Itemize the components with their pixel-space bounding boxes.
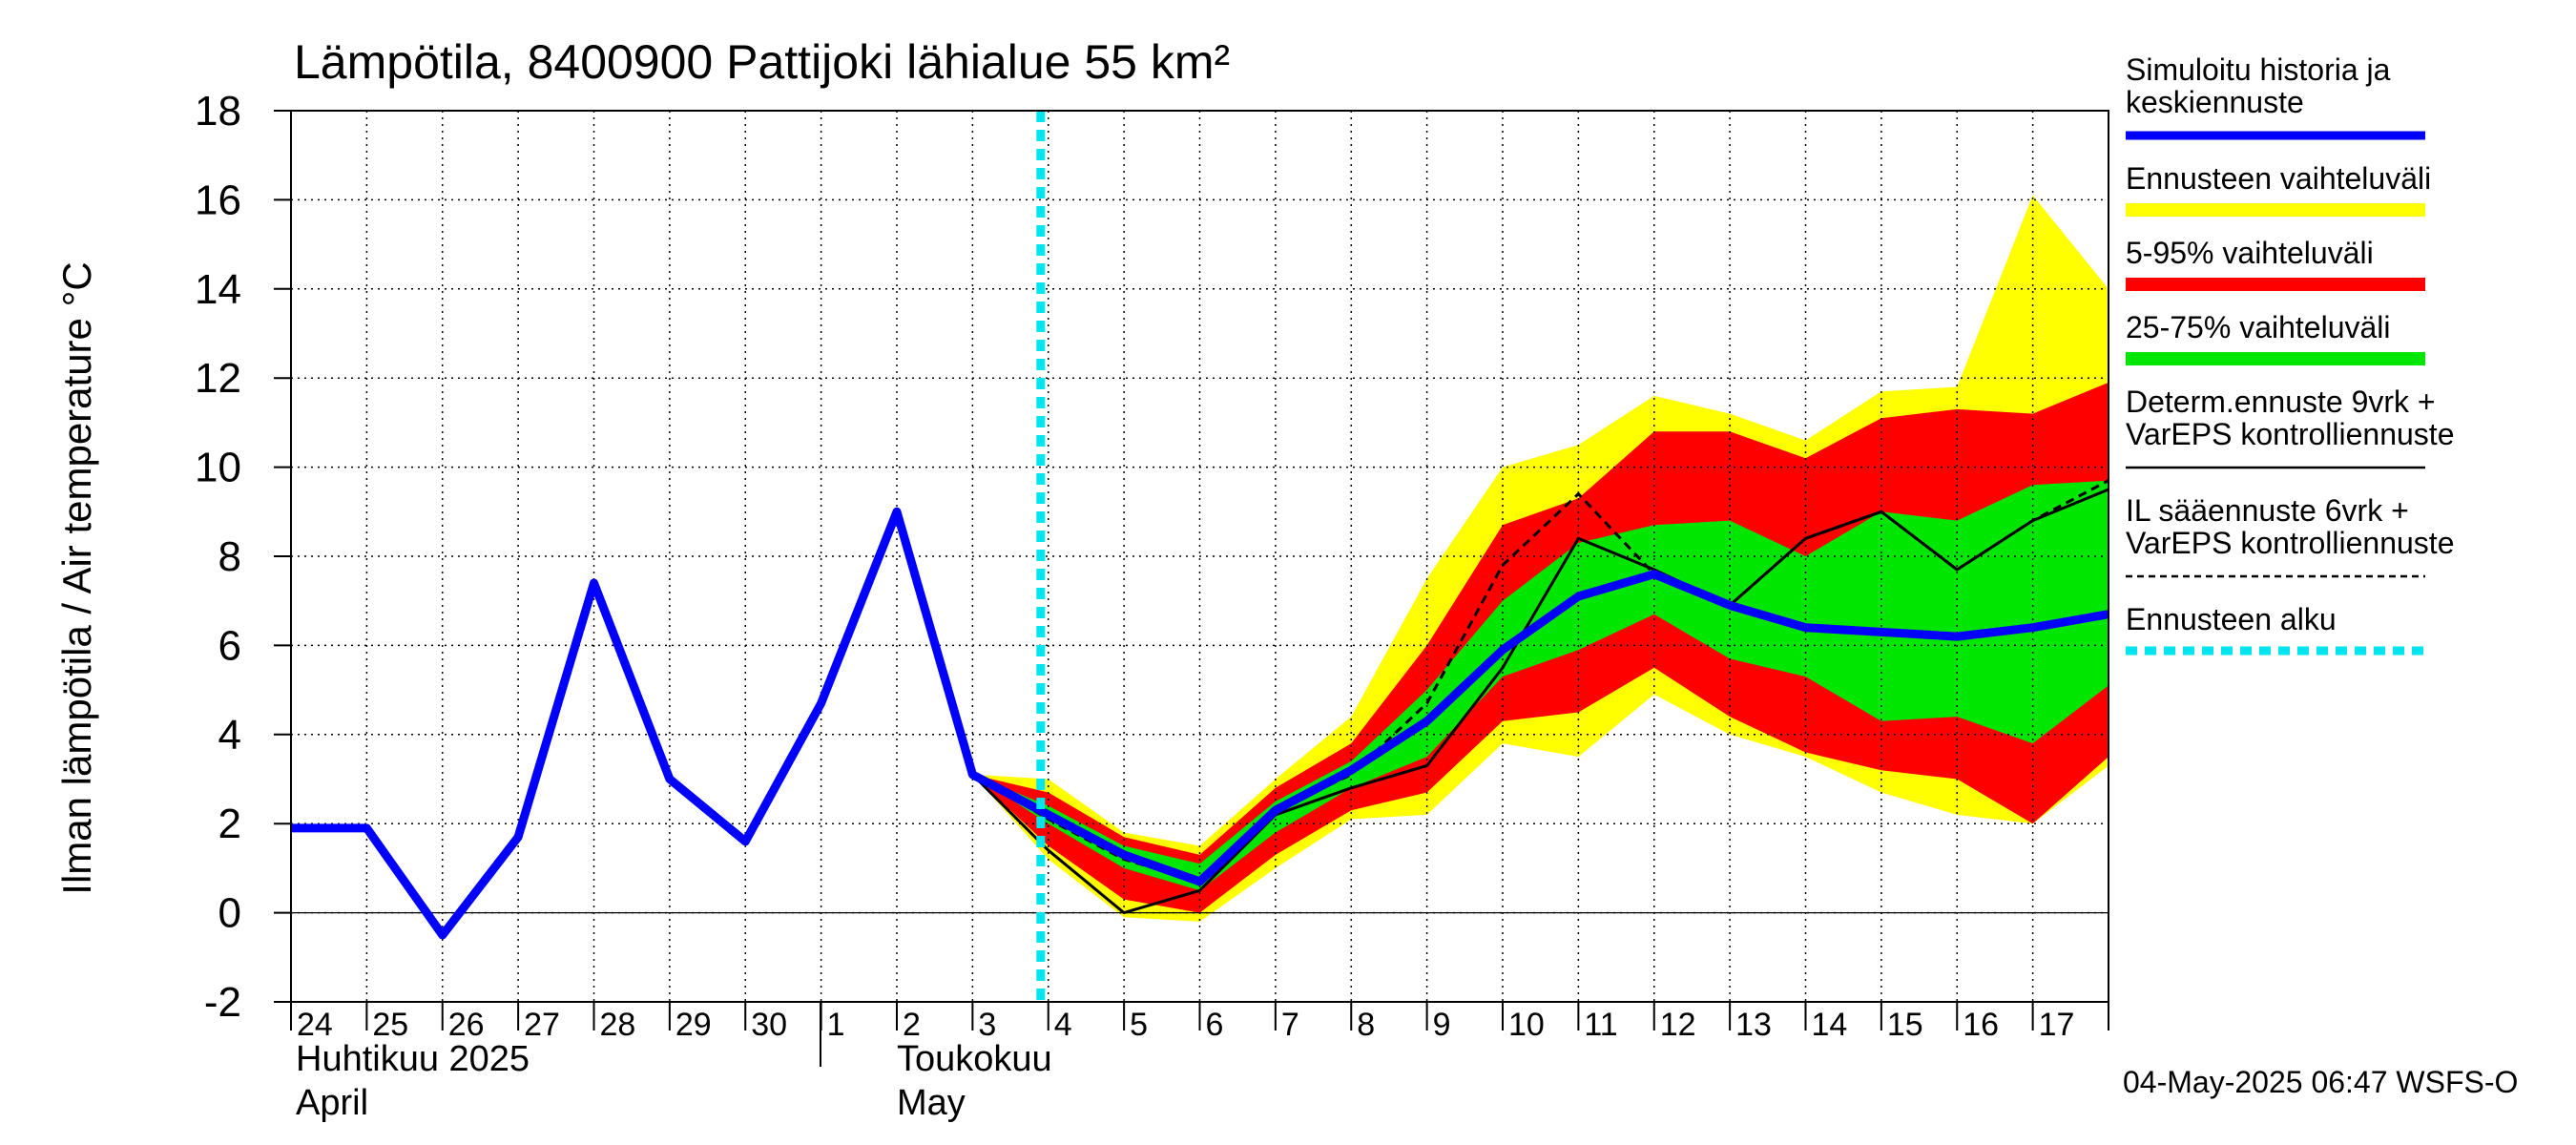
month-label-may-fi: Toukokuu bbox=[897, 1039, 1052, 1079]
legend-entry-4: Determ.ennuste 9vrk +VarEPS kontrollienn… bbox=[2126, 385, 2454, 469]
x-tick-label: 1 bbox=[827, 1007, 845, 1043]
x-tick-label: 30 bbox=[751, 1007, 787, 1043]
grid-layer bbox=[291, 111, 2109, 1002]
x-tick-label: 12 bbox=[1660, 1007, 1696, 1043]
x-tick-label: 13 bbox=[1735, 1007, 1772, 1043]
line-layer bbox=[291, 479, 2109, 940]
legend-label: 5-95% vaihteluväli bbox=[2126, 236, 2374, 270]
y-tick-label: 0 bbox=[218, 890, 241, 937]
y-tick-label: 10 bbox=[195, 445, 241, 491]
legend-label: VarEPS kontrolliennuste bbox=[2126, 417, 2454, 451]
y-tick-label: 12 bbox=[195, 355, 241, 402]
legend-label: Ennusteen alku bbox=[2126, 602, 2337, 636]
series-line-determ bbox=[971, 488, 2109, 915]
y-tick-label: 6 bbox=[218, 622, 241, 669]
legend-label: IL sääennuste 6vrk + bbox=[2126, 493, 2409, 528]
legend-entry-5: IL sääennuste 6vrk + VarEPS kontrollienn… bbox=[2126, 493, 2454, 578]
x-axis: Huhtikuu 2025 April Toukokuu May 24 25 26 2… bbox=[290, 1002, 2109, 1123]
band-2 bbox=[972, 480, 2109, 891]
month-label-april-en: April bbox=[296, 1083, 368, 1123]
x-tick-label: 6 bbox=[1206, 1007, 1224, 1043]
legend-entry-2: 5-95% vaihteluväli bbox=[2126, 236, 2425, 291]
legend-entry-3: 25-75% vaihteluväli bbox=[2126, 310, 2425, 365]
x-tick-label: 5 bbox=[1130, 1007, 1148, 1043]
legend-label: Ennusteen vaihteluväli bbox=[2126, 161, 2431, 196]
y-tick-label: 2 bbox=[218, 801, 241, 847]
x-tick-label: 24 bbox=[297, 1007, 333, 1043]
y-tick-label: 18 bbox=[195, 88, 241, 135]
x-tick-label: 2 bbox=[903, 1007, 921, 1043]
x-tick-label: 9 bbox=[1433, 1007, 1451, 1043]
x-tick-label: 17 bbox=[2039, 1007, 2075, 1043]
chart-title: Lämpötila, 8400900 Pattijoki lähialue 55… bbox=[294, 35, 1230, 89]
x-tick-label: 7 bbox=[1281, 1007, 1299, 1043]
y-tick-label: 16 bbox=[195, 177, 241, 223]
x-tick-label: 10 bbox=[1508, 1007, 1545, 1043]
month-label-may-en: May bbox=[897, 1083, 966, 1123]
x-tick-label: 14 bbox=[1812, 1007, 1848, 1043]
legend-label: keskiennuste bbox=[2126, 85, 2304, 119]
legend-label: 25-75% vaihteluväli bbox=[2126, 310, 2391, 344]
legend-entry-1: Ennusteen vaihteluväli bbox=[2126, 161, 2431, 217]
legend-label: Determ.ennuste 9vrk + bbox=[2126, 385, 2436, 419]
y-axis: -2 0 2 4 6 8 10 12 14 16 18 bbox=[195, 88, 291, 1026]
x-tick-label: 8 bbox=[1357, 1007, 1375, 1043]
timestamp: 04-May-2025 06:47 WSFS-O bbox=[2123, 1065, 2518, 1099]
x-tick-label: 28 bbox=[600, 1007, 636, 1043]
x-tick-label: 25 bbox=[372, 1007, 408, 1043]
y-tick-label: 8 bbox=[218, 533, 241, 580]
band-layer bbox=[972, 195, 2109, 922]
legend-label: VarEPS kontrolliennuste bbox=[2126, 526, 2454, 560]
x-tick-label: 27 bbox=[524, 1007, 560, 1043]
x-tick-label: 29 bbox=[675, 1007, 712, 1043]
y-tick-label: -2 bbox=[204, 979, 241, 1026]
x-tick-label: 4 bbox=[1054, 1007, 1072, 1043]
legend-label: Simuloitu historia ja bbox=[2126, 52, 2391, 87]
x-tick-label: 16 bbox=[1963, 1007, 1999, 1043]
series-line-mean bbox=[291, 507, 2109, 940]
y-tick-label: 14 bbox=[195, 266, 241, 313]
x-tick-label: 15 bbox=[1887, 1007, 1923, 1043]
x-tick-label: 11 bbox=[1584, 1007, 1617, 1043]
x-tick-label: 3 bbox=[978, 1007, 996, 1043]
legend-entry-6: Ennusteen alku bbox=[2126, 602, 2425, 656]
plot-area bbox=[290, 110, 2109, 1003]
y-tick-label: 4 bbox=[218, 712, 241, 759]
month-label-april-fi: Huhtikuu 2025 bbox=[296, 1039, 530, 1079]
y-axis-label: Ilman lämpötila / Air temperature °C bbox=[54, 261, 99, 894]
x-tick-label: 26 bbox=[448, 1007, 485, 1043]
